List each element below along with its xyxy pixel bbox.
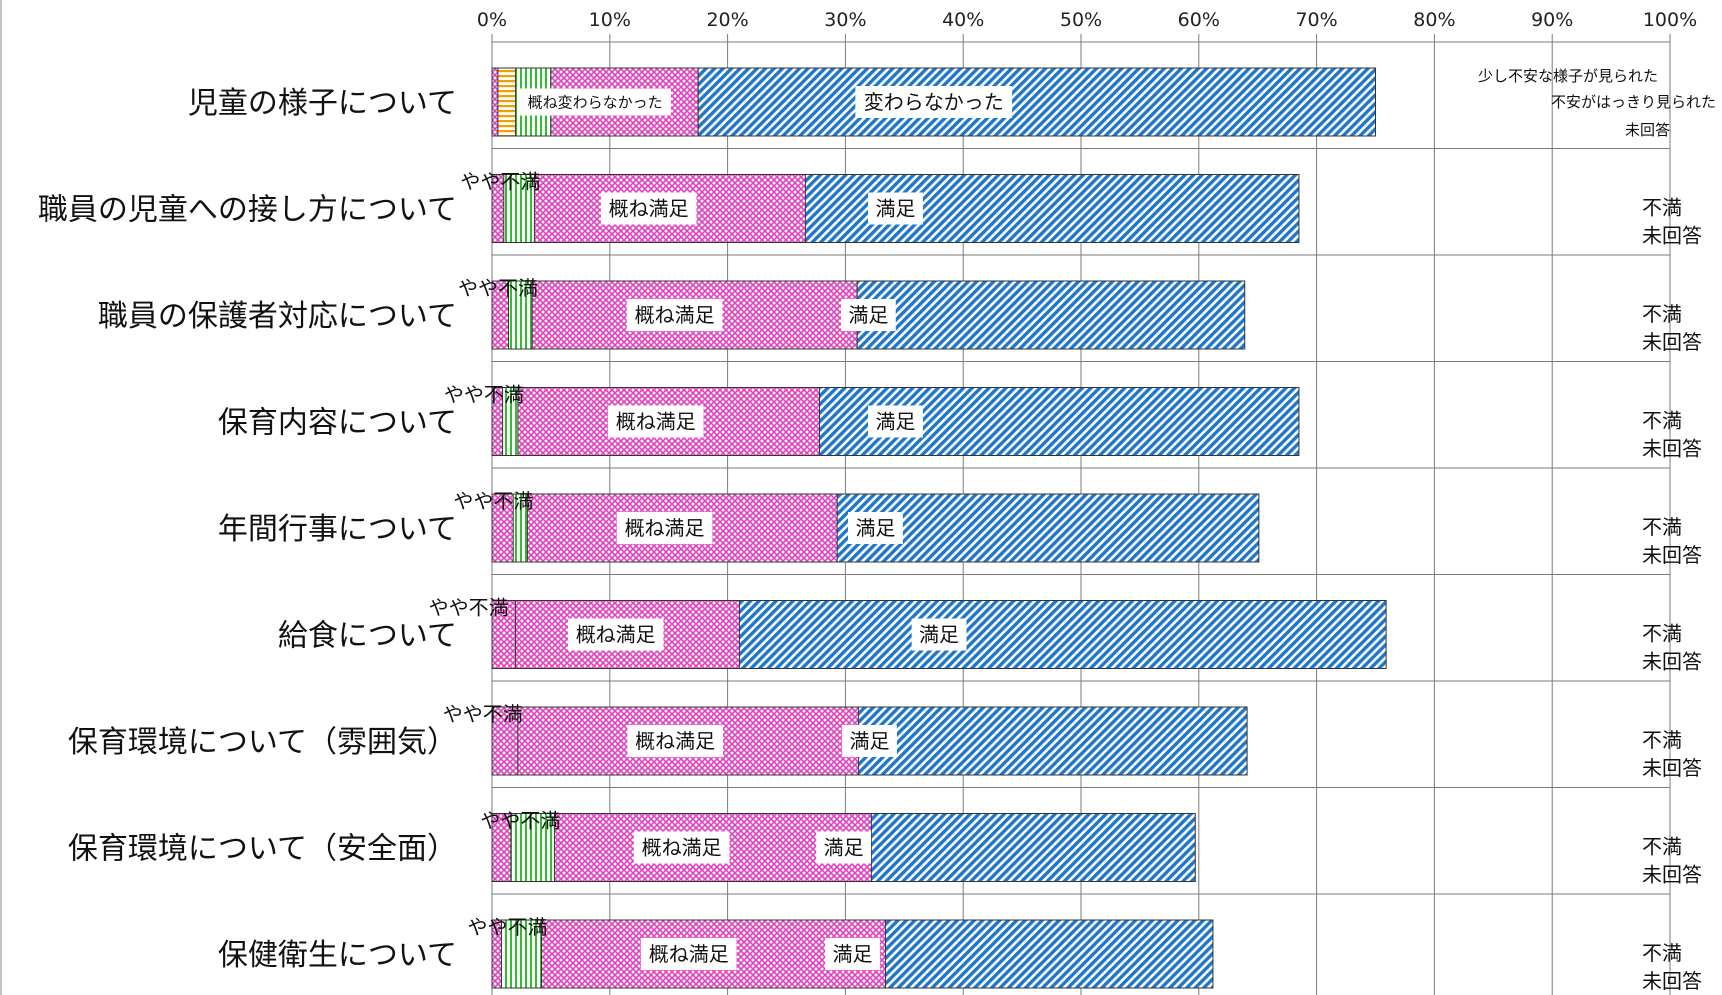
- segment-label: 不満: [1642, 622, 1682, 646]
- segment-label: 概ね満足: [635, 729, 715, 753]
- segment-label: 未回答: [1642, 863, 1702, 887]
- segment-label-box: [616, 512, 713, 544]
- segment-label: やや不満: [453, 489, 533, 513]
- segment-label: やや不満: [429, 596, 509, 620]
- category-label: 保健衛生について: [218, 938, 457, 973]
- segment-label: 満足: [824, 836, 864, 860]
- segment-label: 不満: [1642, 728, 1682, 752]
- segment-label: 不満: [1642, 941, 1682, 965]
- category-label: 年間行事について: [218, 512, 457, 547]
- segment-label-box: [816, 831, 872, 864]
- x-tick-label: 50%: [1060, 9, 1102, 31]
- segment-label-box: [855, 86, 1013, 118]
- bar-segment: [491, 706, 519, 776]
- segment-label-box: [633, 831, 730, 864]
- x-tick-label: 10%: [589, 9, 631, 31]
- segment-labels: 変わらなかった 概ね変わらなかった 少し不安な様子が見られた不安がはっきり見られた未…: [429, 67, 1716, 993]
- segment-label: 不安がはっきり見られた: [1551, 93, 1716, 111]
- x-tick-label: 100%: [1643, 9, 1697, 31]
- segment-label: 不満: [1642, 196, 1682, 220]
- segment-label: 満足: [875, 197, 915, 221]
- bar-segment: [491, 600, 517, 669]
- category-labels: 児童の様子について職員の児童への接し方について職員の保護者対応について保育内容に…: [38, 86, 457, 973]
- category-label: 保育内容について: [218, 406, 457, 441]
- category-label: 職員の児童への接し方について: [38, 193, 457, 228]
- segment-label: 少し不安な様子が見られた: [1478, 67, 1658, 85]
- x-tick-label: 30%: [824, 9, 866, 31]
- segment-label: 満足: [832, 942, 872, 966]
- segment-label-box: [911, 618, 967, 651]
- bar-segment: [491, 67, 499, 137]
- segment-label: 概ね満足: [642, 836, 722, 860]
- segment-label: 未回答: [1642, 969, 1702, 993]
- segment-label-box: [626, 299, 723, 331]
- segment-label: 概ね満足: [616, 410, 696, 434]
- segment-label-box: [848, 512, 903, 544]
- x-tick-label: 70%: [1295, 9, 1337, 31]
- x-tick-label: 60%: [1178, 9, 1220, 31]
- segment-label-box: [825, 938, 880, 970]
- segment-label: やや不満: [460, 170, 540, 194]
- segment-label: やや不満: [480, 809, 560, 833]
- segment-label: 不満: [1642, 302, 1682, 326]
- segment-label: やや不満: [458, 276, 538, 300]
- segment-label: 概ね満足: [609, 197, 689, 221]
- segment-label: やや不満: [443, 702, 523, 726]
- segment-label-box: [868, 192, 923, 225]
- segment-label: 概ね満足: [625, 516, 705, 540]
- category-label: 児童の様子について: [188, 86, 457, 121]
- segment-label: 概ね満足: [649, 942, 729, 966]
- segment-label: 満足: [848, 303, 888, 327]
- segment-label: 不満: [1642, 515, 1682, 539]
- segment-label: 概ね変わらなかった: [528, 93, 663, 111]
- x-tick-label: 80%: [1413, 9, 1455, 31]
- segment-label: 不満: [1642, 409, 1682, 433]
- bar-segment: [491, 493, 514, 563]
- bar-segment: [491, 387, 504, 456]
- x-tick-label: 40%: [942, 9, 984, 31]
- category-label: 給食について: [278, 619, 457, 654]
- segment-label: 未回答: [1625, 121, 1670, 139]
- segment-label: 未回答: [1642, 650, 1702, 674]
- segment-label: 未回答: [1642, 437, 1702, 461]
- segment-label: やや不満: [467, 915, 547, 939]
- segment-label-box: [842, 725, 897, 757]
- category-label: 保育環境について（安全面）: [68, 832, 457, 867]
- segment-label: 未回答: [1642, 543, 1702, 567]
- segment-label: 概ね満足: [576, 623, 656, 647]
- bar-segment: [491, 174, 505, 243]
- segment-label-box: [607, 405, 704, 438]
- segment-label-box: [627, 725, 723, 757]
- x-tick-labels: 0% 10% 20% 30% 40% 50% 60% 70% 80% 90% 100%: [477, 9, 1697, 31]
- segment-label: 不満: [1642, 835, 1682, 859]
- segment-label: やや不満: [444, 383, 524, 407]
- segment-label: 満足: [919, 623, 959, 647]
- segment-label: 満足: [875, 410, 915, 434]
- category-label: 保育環境について（雰囲気）: [68, 725, 457, 760]
- segment-label: 変わらなかった: [864, 90, 1004, 114]
- x-tick-label: 20%: [706, 9, 748, 31]
- segment-label-box: [600, 192, 697, 225]
- bar-segment: [491, 280, 509, 350]
- segment-label: 未回答: [1642, 224, 1702, 248]
- x-tick-label: 90%: [1531, 9, 1573, 31]
- segment-label: 概ね満足: [635, 303, 715, 327]
- segment-label: 未回答: [1642, 756, 1702, 780]
- bar-segment: [491, 919, 502, 989]
- category-label: 職員の保護者対応について: [98, 299, 457, 334]
- x-tick-label: 0%: [477, 9, 507, 31]
- segment-label-box: [840, 299, 896, 331]
- segment-label-box: [519, 88, 671, 116]
- segment-label-box: [640, 938, 737, 970]
- segment-label: 未回答: [1642, 330, 1702, 354]
- segment-label-box: [868, 405, 923, 438]
- segment-label: 満足: [855, 516, 895, 540]
- segment-label-box: [567, 618, 664, 651]
- segment-label: 満足: [850, 729, 890, 753]
- bar-segment: [491, 813, 512, 882]
